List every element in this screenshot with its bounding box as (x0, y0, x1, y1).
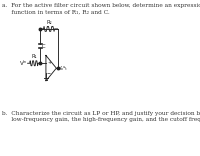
Text: Vᴵⁿ: Vᴵⁿ (20, 61, 27, 66)
Text: C: C (42, 44, 46, 49)
Text: +: + (47, 60, 51, 65)
Text: b.  Characterize the circuit as LP or HP, and justify your decision by determini: b. Characterize the circuit as LP or HP,… (2, 111, 200, 122)
Text: Vₒᵘₜ: Vₒᵘₜ (58, 66, 68, 71)
Text: R₁: R₁ (31, 54, 37, 59)
Text: R₂: R₂ (46, 20, 52, 25)
Text: −: − (47, 72, 51, 77)
Text: a.  For the active filter circuit shown below, determine an expression for the v: a. For the active filter circuit shown b… (2, 3, 200, 14)
